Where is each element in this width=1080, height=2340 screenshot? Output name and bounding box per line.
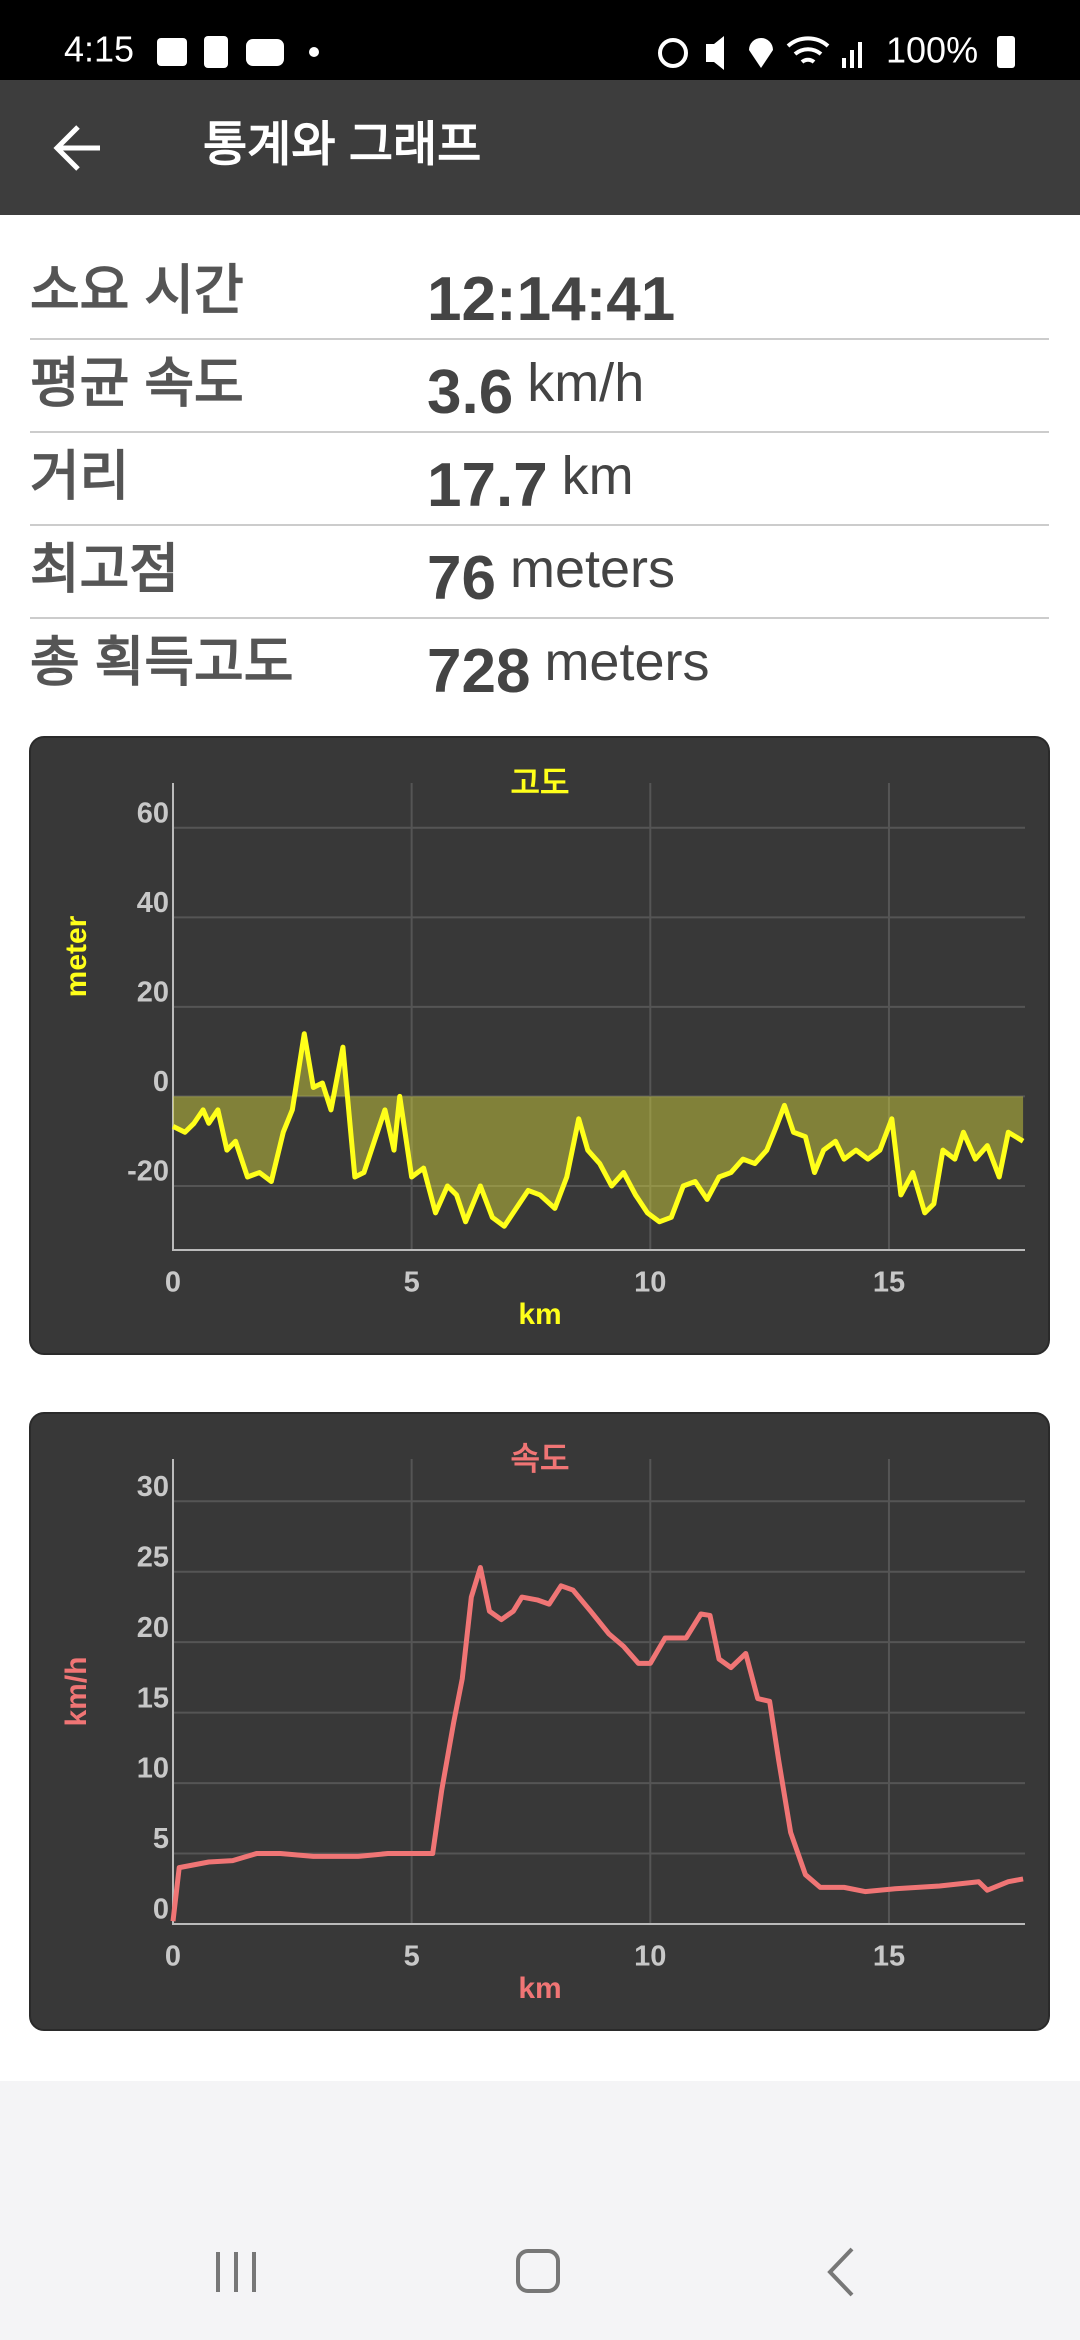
chart-card	[29, 736, 1050, 1355]
mute-icon	[706, 36, 724, 70]
stat-label: 소요 시간	[30, 260, 244, 320]
stat-label: 총 획득고도	[30, 632, 293, 692]
y-axis-label: meter	[60, 915, 93, 997]
y-tick-label: 40	[137, 887, 169, 919]
y-axis-label: km/h	[60, 1656, 93, 1726]
x-axis-label: km	[518, 1298, 561, 1331]
stat-number: 3.6	[427, 358, 513, 427]
stat-number: 728	[427, 637, 530, 706]
location-icon	[749, 38, 773, 68]
x-tick-label: 5	[404, 1267, 420, 1299]
y-tick-label: 60	[137, 797, 169, 829]
y-tick-label: 20	[137, 1612, 169, 1644]
x-tick-label: 15	[873, 1267, 905, 1299]
home-button[interactable]	[516, 2249, 560, 2293]
nav-back-button[interactable]	[827, 2247, 854, 2297]
alarm-icon	[658, 38, 688, 68]
y-tick-label: -20	[127, 1156, 169, 1188]
stat-unit: meters	[544, 632, 709, 692]
stat-unit: meters	[510, 539, 675, 599]
youtube-icon	[246, 39, 284, 66]
x-tick-label: 10	[634, 1267, 666, 1299]
recent-apps-button[interactable]	[216, 2252, 256, 2292]
app-title: 통계와 그래프	[203, 119, 481, 172]
chart: 0 5 10 15 20 25 30 0 5 10 15 속도 km km/h	[29, 1412, 1050, 2031]
stat-label: 최고점	[30, 539, 179, 599]
gallery-icon	[157, 38, 187, 66]
y-tick-label: 30	[137, 1471, 169, 1503]
stat-unit: km	[562, 446, 634, 506]
signal-icon	[842, 42, 862, 68]
app-bar	[0, 80, 1080, 215]
chart-title: 속도	[511, 1440, 570, 1476]
battery-icon	[997, 36, 1015, 68]
stat-value: 3.6 km/h	[427, 353, 644, 427]
x-tick-label: 10	[634, 1941, 666, 1973]
y-tick-label: 10	[137, 1753, 169, 1785]
stat-label: 거리	[30, 446, 129, 506]
chart-title: 고도	[511, 764, 570, 800]
y-tick-label: 5	[153, 1823, 169, 1855]
charts: -20 0 20 40 60 0 5 10 15 고도 km meter 0 5 10 15 20 25 30 0 5 1…	[29, 736, 1050, 2031]
y-tick-label: 0	[153, 1066, 169, 1098]
stat-number: 17.7	[427, 451, 548, 520]
status-time: 4:15	[64, 29, 134, 70]
stat-value: 17.7 km	[427, 446, 634, 520]
line	[170, 1565, 1024, 1922]
chart-card	[29, 1412, 1050, 2031]
dot-icon	[309, 47, 319, 57]
x-tick-label: 5	[404, 1941, 420, 1973]
stat-value: 12:14:41	[427, 265, 675, 334]
y-tick-label: 15	[137, 1682, 169, 1714]
y-tick-label: 20	[137, 977, 169, 1009]
app-icon	[204, 36, 228, 68]
stat-number: 76	[427, 544, 496, 613]
axis	[172, 783, 1025, 1251]
y-tick-label: 0	[153, 1894, 169, 1926]
stat-label: 평균 속도	[30, 353, 244, 413]
stat-number: 12:14:41	[427, 265, 675, 334]
line	[171, 1031, 1025, 1229]
area	[173, 1033, 1024, 1227]
y-tick-label: 25	[137, 1541, 169, 1573]
battery-level: 100%	[886, 30, 978, 71]
stat-value: 76 meters	[427, 539, 675, 613]
back-button[interactable]	[53, 125, 100, 171]
stat-value: 728 meters	[427, 632, 710, 706]
stat-unit: km/h	[527, 353, 644, 413]
x-axis-label: km	[518, 1972, 561, 2005]
chart: -20 0 20 40 60 0 5 10 15 고도 km meter	[29, 736, 1050, 1355]
axis	[172, 1459, 1025, 1925]
x-tick-label: 0	[165, 1941, 181, 1973]
wifi-icon	[786, 36, 830, 64]
x-tick-label: 0	[165, 1267, 181, 1299]
x-tick-label: 15	[873, 1941, 905, 1973]
